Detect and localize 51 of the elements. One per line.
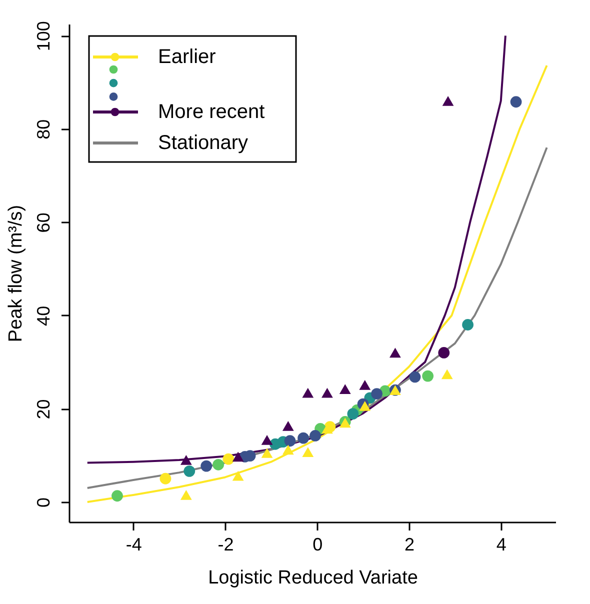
x-tick-label: 4 — [496, 534, 506, 554]
y-tick-label: 40 — [34, 306, 54, 326]
point — [441, 369, 453, 380]
point — [359, 380, 371, 390]
point — [112, 490, 123, 502]
point — [200, 460, 212, 472]
x-tick-label: 0 — [312, 534, 323, 554]
point — [298, 432, 310, 444]
point — [261, 448, 273, 458]
point — [510, 96, 522, 108]
x-axis-title: Logistic Reduced Variate — [208, 568, 418, 588]
line-series — [86, 64, 548, 503]
legend-label: Earlier — [158, 46, 216, 68]
point — [284, 435, 296, 447]
y-tick-label: 20 — [34, 399, 54, 420]
line-series — [86, 34, 506, 464]
point — [359, 400, 371, 411]
point — [302, 447, 314, 457]
point — [180, 455, 192, 465]
x-tick-label: -2 — [218, 534, 234, 554]
point — [184, 465, 196, 477]
y-tick-label: 100 — [34, 21, 54, 52]
point — [222, 453, 234, 465]
point — [302, 388, 314, 398]
point — [212, 458, 224, 470]
y-axis-title: Peak flow (m³/s) — [6, 204, 26, 342]
point — [389, 348, 401, 358]
point — [282, 421, 294, 431]
point — [160, 472, 172, 484]
point — [409, 371, 421, 383]
point — [442, 96, 454, 106]
point — [371, 388, 383, 400]
y-tick-label: 60 — [34, 212, 54, 233]
point — [310, 430, 321, 442]
point — [232, 470, 244, 481]
point — [322, 388, 333, 398]
point — [180, 490, 192, 500]
y-tick-label: 0 — [34, 497, 54, 508]
y-tick-label: 80 — [34, 119, 54, 140]
point — [422, 370, 434, 382]
x-tick-label: 2 — [404, 534, 414, 554]
point — [282, 444, 294, 455]
point — [438, 347, 450, 358]
point — [232, 452, 244, 462]
legend-label: More recent — [158, 101, 266, 123]
point — [339, 384, 351, 394]
legend-label: Stationary — [158, 132, 248, 154]
point — [462, 319, 474, 330]
x-tick-label: -4 — [126, 534, 142, 554]
point — [347, 408, 359, 420]
point — [261, 434, 273, 445]
